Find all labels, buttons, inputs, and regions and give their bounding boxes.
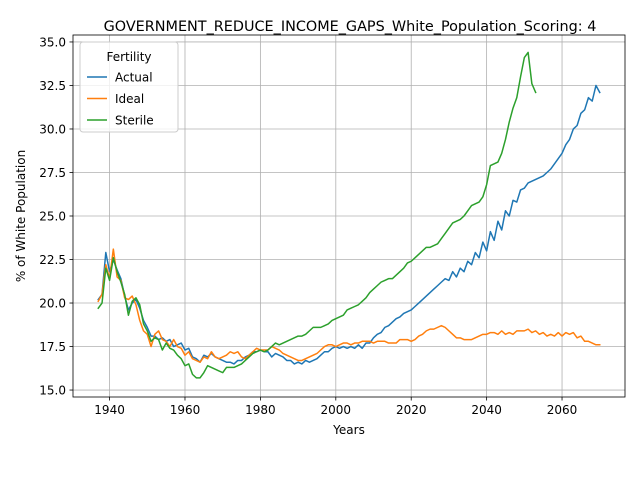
legend-label-ideal: Ideal [115,92,144,106]
legend: Fertility Actual Ideal Sterile [79,41,179,133]
y-tick-label: 22.5 [39,253,66,267]
chart-title: GOVERNMENT_REDUCE_INCOME_GAPS_White_Popu… [104,19,597,35]
y-tick-label: 32.5 [39,79,66,93]
series-lines [97,51,601,379]
legend-title: Fertility [106,50,151,64]
y-axis-label: % of White Population [14,150,28,282]
legend-items: Actual Ideal Sterile [87,70,154,127]
x-tick-label: 1940 [94,403,125,417]
y-tick-label: 20.0 [39,296,66,310]
legend-label-sterile: Sterile [115,113,154,127]
x-tick-label: 1960 [170,403,201,417]
y-tick-label: 15.0 [39,383,66,397]
x-tick-label: 2060 [547,403,578,417]
x-tick-label: 2020 [396,403,427,417]
legend-box [79,41,179,133]
axis-ticks: 1940 1960 1980 2000 2020 2040 2060 15.0 17.5 20.0… [39,35,577,417]
y-tick-label: 27.5 [39,166,66,180]
y-tick-label: 30.0 [39,122,66,136]
x-tick-label: 1980 [245,403,276,417]
y-tick-label: 17.5 [39,340,66,354]
series-line-ideal [97,248,601,363]
legend-label-actual: Actual [115,70,153,84]
y-tick-label: 25.0 [39,209,66,223]
series-line-sterile [97,51,537,379]
series-line-actual [97,84,601,365]
x-tick-label: 2040 [471,403,502,417]
x-tick-label: 2000 [321,403,352,417]
x-axis-label: Years [332,423,365,437]
y-tick-label: 35.0 [39,35,66,49]
